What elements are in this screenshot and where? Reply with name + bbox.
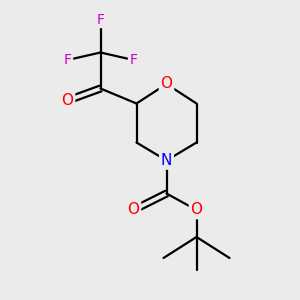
Text: F: F [64, 53, 71, 67]
Text: O: O [190, 202, 202, 217]
Text: O: O [61, 93, 74, 108]
Text: F: F [97, 13, 104, 26]
Text: F: F [130, 53, 137, 67]
Text: N: N [161, 153, 172, 168]
Text: O: O [128, 202, 140, 217]
Text: O: O [160, 76, 172, 92]
